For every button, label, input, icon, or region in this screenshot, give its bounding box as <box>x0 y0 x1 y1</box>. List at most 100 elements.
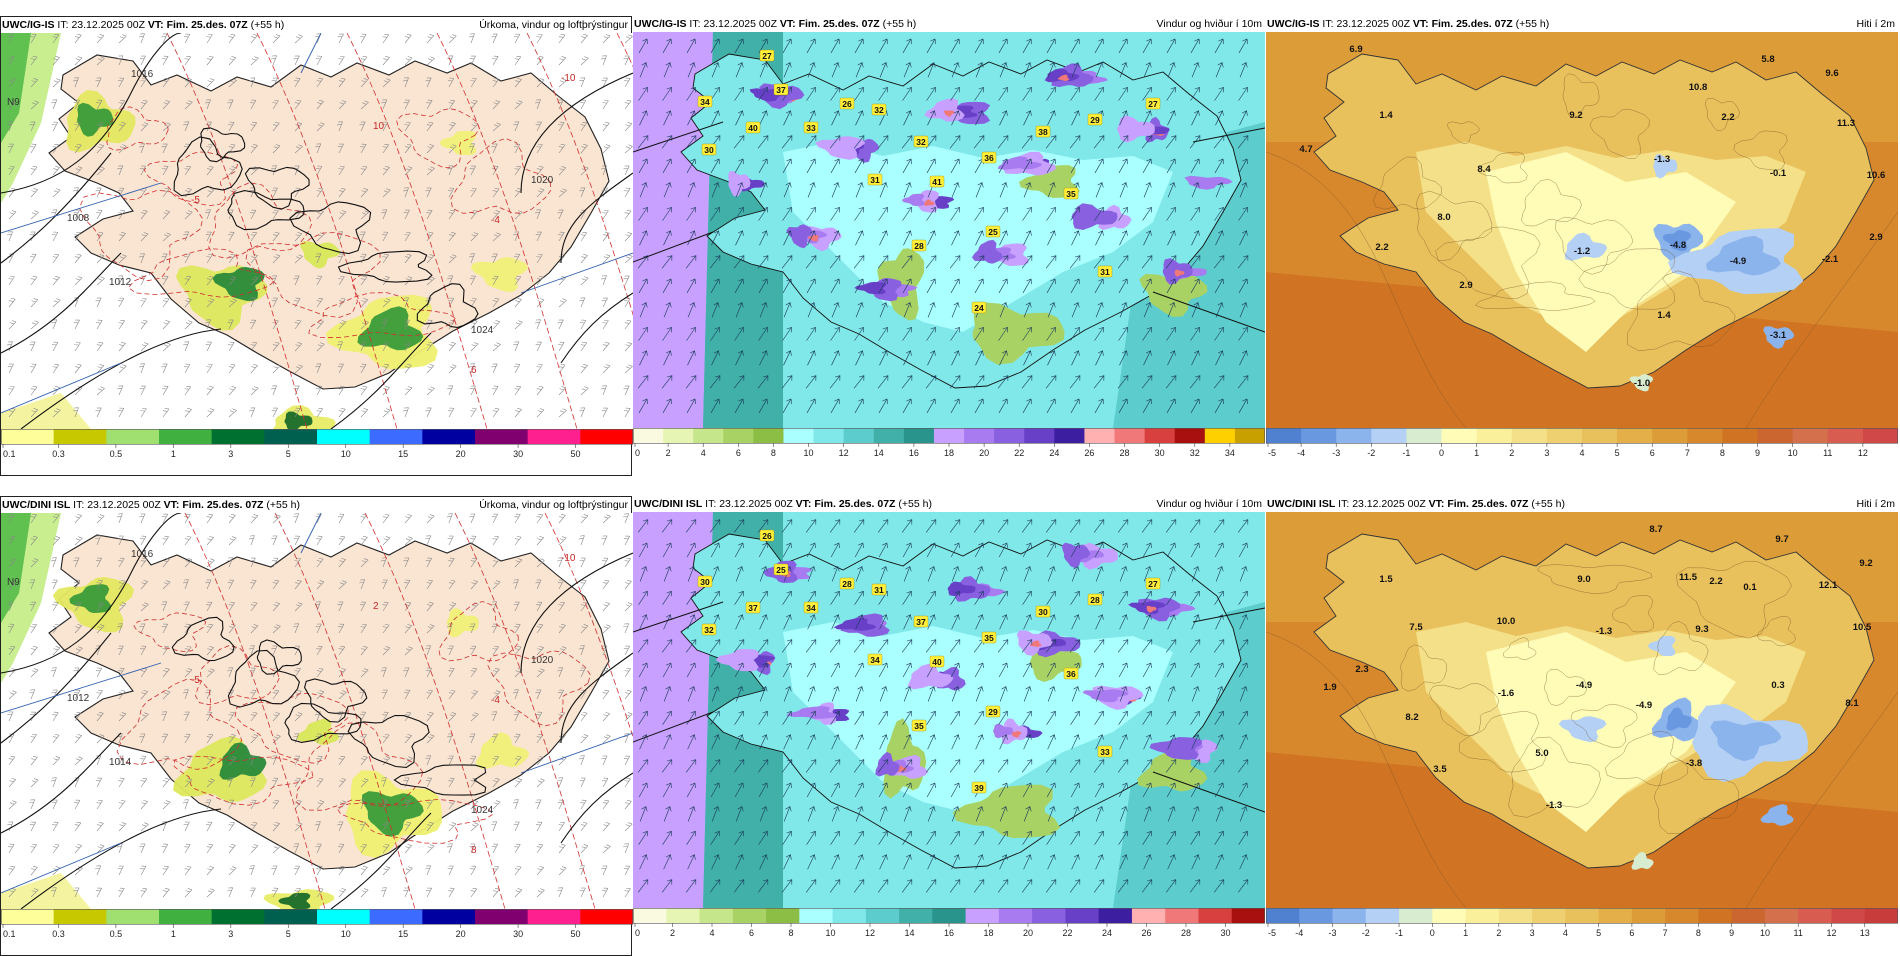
valid-time: Fim. 25.des. 07Z <box>167 19 248 31</box>
contour-label: 1020 <box>531 655 554 666</box>
colorbar-tick-label: 20 <box>1023 928 1033 938</box>
gust-label: 40 <box>932 657 942 667</box>
temperature-label: -0.1 <box>1770 168 1787 179</box>
gust-label: 24 <box>974 303 984 313</box>
colorbar-tick-label: 1 <box>171 449 176 459</box>
init-time: 23.12.2025 00Z <box>1352 498 1426 510</box>
temperature-label: 1.5 <box>1379 574 1393 585</box>
panel-r1c3: UWC/IG-IS IT: 23.12.2025 00Z VT: Fim. 25… <box>1266 16 1898 476</box>
colorbar-swatch <box>1132 908 1166 923</box>
colorbar-swatch <box>1371 428 1407 443</box>
valid-time: Fim. 25.des. 07Z <box>799 18 880 30</box>
temperature-label: 9.3 <box>1695 624 1708 635</box>
colorbar-swatch <box>904 428 935 443</box>
colorbar-swatch <box>1 909 54 924</box>
gust-label: 27 <box>1148 579 1158 589</box>
gust-label: 32 <box>916 137 926 147</box>
gust-label: 39 <box>974 783 984 793</box>
panel-title: UWC/IG-IS IT: 23.12.2025 00Z VT: Fim. 25… <box>1266 16 1898 32</box>
init-time: 23.12.2025 00Z <box>1336 18 1410 30</box>
gust-label: 27 <box>1148 99 1158 109</box>
colorbar-tick-label: -5 <box>1268 448 1276 458</box>
colorbar-swatch <box>783 428 814 443</box>
colorbar-swatch <box>1165 908 1199 923</box>
colorbar-tick-label: 30 <box>1155 448 1165 458</box>
temperature-label: -1.3 <box>1546 800 1562 811</box>
colorbar-swatch <box>999 908 1033 923</box>
panel-title: UWC/DINI ISL IT: 23.12.2025 00Z VT: Fim.… <box>1266 496 1898 512</box>
gust-label: 26 <box>842 99 852 109</box>
colorbar-swatch <box>753 428 784 443</box>
temperature-label: 1.4 <box>1379 110 1393 121</box>
colorbar-swatch <box>1299 908 1333 923</box>
colorbar-swatch <box>1652 428 1688 443</box>
colorbar-tick-label: 3 <box>1544 448 1549 458</box>
colorbar-tick-label: 13 <box>1860 928 1870 938</box>
colorbar-swatch <box>663 428 694 443</box>
gust-label: 37 <box>776 85 786 95</box>
colorbar-swatch <box>1145 428 1176 443</box>
colorbar-tick-label: 0.3 <box>52 929 65 939</box>
temperature-label: 8.0 <box>1437 212 1450 223</box>
colorbar-tick-label: 0 <box>1430 928 1435 938</box>
colorbar-swatch <box>1175 428 1206 443</box>
colorbar-swatch <box>766 908 800 923</box>
temperature-label: 9.2 <box>1569 110 1582 121</box>
contour-label: 6 <box>471 365 477 376</box>
gust-label: 29 <box>1090 115 1100 125</box>
colorbar-tick-label: 0.1 <box>3 929 16 939</box>
colorbar-swatch <box>212 909 265 924</box>
colorbar-swatch <box>528 909 581 924</box>
colorbar-swatch <box>1232 908 1265 923</box>
contour-label: 1012 <box>109 277 132 288</box>
colorbar-swatch <box>693 428 724 443</box>
colorbar-tick-label: 10 <box>1788 448 1798 458</box>
colorbar-tick-label: 50 <box>571 449 581 459</box>
colorbar-tick-label: 34 <box>1225 448 1235 458</box>
gust-label: 27 <box>762 51 772 61</box>
temperature-label: 12.1 <box>1819 580 1838 591</box>
colorbar-tick-label: 5 <box>286 449 291 459</box>
colorbar-swatch <box>1687 428 1723 443</box>
colorbar-swatch <box>159 429 212 444</box>
colorbar-tick-label: 22 <box>1014 448 1024 458</box>
gust-label: 31 <box>870 175 880 185</box>
gust-label: 36 <box>1066 669 1076 679</box>
contour-label: 2 <box>373 601 379 612</box>
colorbar-tick-label: -2 <box>1367 448 1375 458</box>
colorbar-swatch <box>317 429 370 444</box>
vt-label: VT: <box>1429 498 1445 510</box>
colorbar-swatch <box>1099 908 1133 923</box>
colorbar-tick-label: 10 <box>1760 928 1770 938</box>
colorbar-tick-label: 2 <box>1509 448 1514 458</box>
colorbar-tick-label: 14 <box>904 928 914 938</box>
colorbar-swatch <box>700 908 734 923</box>
gust-label: 28 <box>842 579 852 589</box>
colorbar-swatch <box>799 908 833 923</box>
temperature-label: 9.7 <box>1775 534 1788 545</box>
colorbar-tick-label: 6 <box>1629 928 1634 938</box>
temperature-label: 8.7 <box>1649 524 1662 535</box>
colorbar-tick-label: 0 <box>635 448 640 458</box>
gust-label: 29 <box>988 707 998 717</box>
it-label: IT: <box>1338 498 1349 510</box>
colorbar-swatch <box>264 429 317 444</box>
colorbar-tick-label: 22 <box>1062 928 1072 938</box>
colorbar-swatch <box>1266 428 1302 443</box>
colorbar-tick-label: 1 <box>1463 928 1468 938</box>
gust-label: 31 <box>1100 267 1110 277</box>
gust-label: 32 <box>704 625 714 635</box>
colorbar-swatch <box>723 428 754 443</box>
temperature-label: -4.8 <box>1670 240 1686 251</box>
lead-time: (+55 h) <box>1516 18 1550 30</box>
colorbar-tick-label: 0.5 <box>110 929 123 939</box>
colorbar-tick-label: -1 <box>1402 448 1410 458</box>
colorbar-tick-label: 26 <box>1084 448 1094 458</box>
colorbar-tick-label: 2 <box>670 928 675 938</box>
panel-r1c2: UWC/IG-IS IT: 23.12.2025 00Z VT: Fim. 25… <box>633 16 1265 476</box>
colorbar-swatch <box>874 428 905 443</box>
colorbar-tick-label: 2 <box>666 448 671 458</box>
colorbar-swatch <box>1665 908 1699 923</box>
